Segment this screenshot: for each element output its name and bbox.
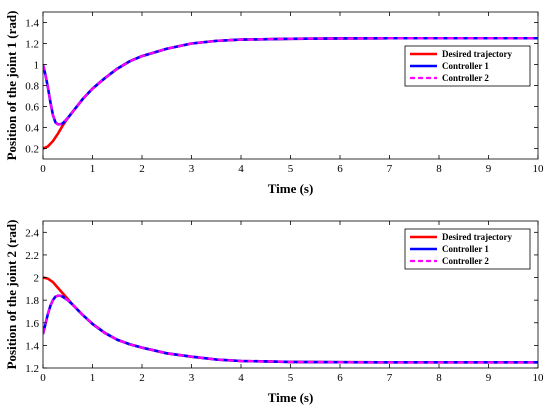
x-tick-label: 3: [189, 163, 195, 175]
x-tick-label: 8: [436, 163, 442, 175]
x-tick-label: 10: [533, 372, 545, 384]
x-tick-label: 4: [238, 372, 244, 384]
x-tick-label: 1: [90, 372, 96, 384]
y-tick-label: 1.4: [25, 340, 39, 352]
legend-label-1: Desired trajectory: [442, 232, 513, 242]
series-line-3: [43, 294, 538, 364]
y-tick-label: 0.2: [25, 144, 39, 156]
x-tick-label: 4: [238, 163, 244, 175]
x-tick-label: 2: [139, 163, 145, 175]
y-tick-label: 2.4: [25, 227, 39, 239]
y-tick-label: 1.2: [25, 39, 39, 51]
x-tick-label: 9: [486, 163, 492, 175]
legend-label-3: Controller 2: [442, 73, 489, 83]
x-tick-label: 7: [387, 163, 393, 175]
y-tick-label: 1.2: [25, 363, 39, 375]
x-tick-label: 0: [40, 372, 46, 384]
y-tick-label: 0.6: [25, 102, 39, 114]
y-axis-title: Position of the joint 2 (rad): [4, 220, 19, 370]
y-tick-label: 1.8: [25, 295, 39, 307]
y-tick-label: 1.6: [25, 318, 39, 330]
x-tick-label: 0: [40, 163, 46, 175]
x-tick-label: 2: [139, 372, 145, 384]
y-tick-label: 0.8: [25, 81, 39, 93]
x-axis-title: Time (s): [268, 181, 314, 196]
y-tick-label: 1.4: [25, 18, 39, 30]
legend-label-1: Desired trajectory: [442, 49, 513, 59]
x-tick-label: 3: [189, 372, 195, 384]
legend: Desired trajectory Controller 1 Controller…: [404, 228, 531, 270]
legend-label-3: Controller 2: [442, 256, 489, 266]
x-tick-label: 6: [337, 372, 343, 384]
legend: Desired trajectory Controller 1 Controller…: [404, 45, 531, 87]
x-tick-label: 1: [90, 163, 96, 175]
series-line-3: [43, 37, 538, 126]
x-tick-label: 5: [288, 163, 294, 175]
y-axis-title: Position of the joint 1 (rad): [4, 11, 19, 161]
x-tick-label: 6: [337, 163, 343, 175]
x-axis-title: Time (s): [268, 390, 314, 405]
y-tick-label: 0.4: [25, 123, 39, 135]
x-tick-label: 7: [387, 372, 393, 384]
x-tick-label: 5: [288, 372, 294, 384]
x-tick-label: 8: [436, 372, 442, 384]
legend-label-2: Controller 1: [442, 61, 489, 71]
panel-joint-1: 0 1 2 3 4 5 6 7 8 9 10 0.2 0.4 0.6 0.8 1 1.2 1.4 Time (s) P…: [4, 11, 544, 196]
panel-joint-2: 0 1 2 3 4 5 6 7 8 9 10 1.2 1.4 1.6 1.8 2 2.2 2.4 Time (s) P…: [4, 220, 544, 405]
x-tick-label: 10: [533, 163, 545, 175]
legend-label-2: Controller 1: [442, 244, 489, 254]
y-tick-label: 1: [34, 60, 40, 72]
x-tick-label: 9: [486, 372, 492, 384]
y-tick-label: 2.2: [25, 250, 39, 262]
y-tick-label: 2: [34, 273, 40, 285]
